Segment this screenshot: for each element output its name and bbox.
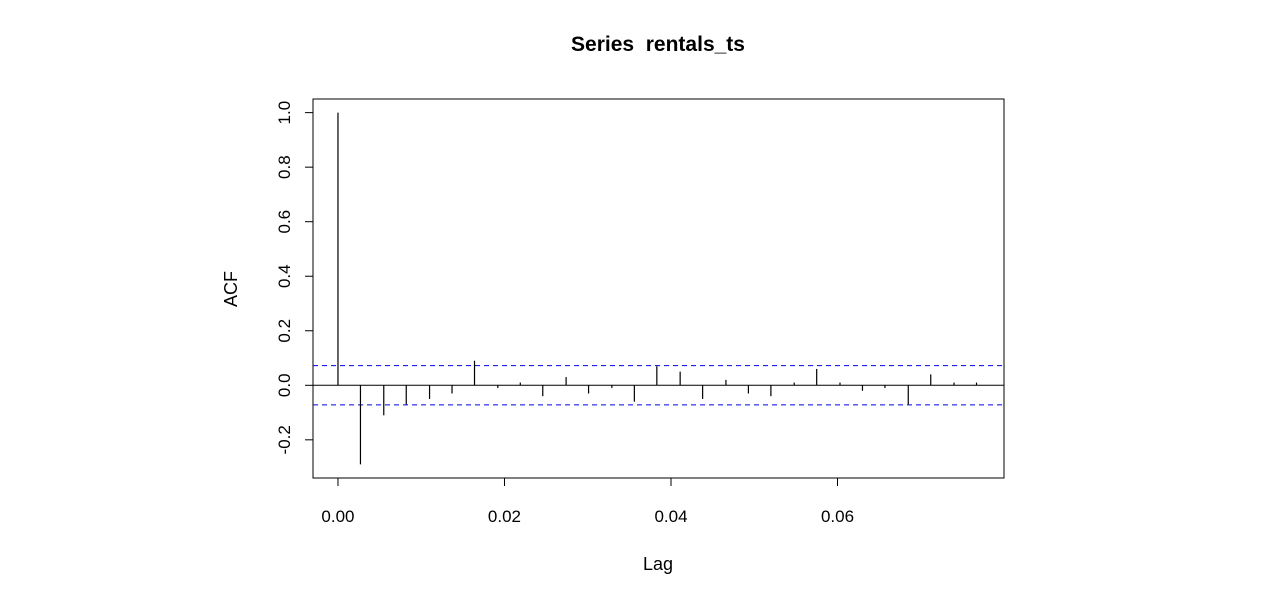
y-axis: -0.2 0.0 0.2 0.4 0.6 0.8 1.0 — [275, 101, 314, 454]
confidence-bounds — [313, 365, 1004, 406]
y-tick-label: 0.6 — [275, 210, 294, 234]
x-tick-label: 0.02 — [488, 507, 521, 526]
plot-area: 0.00 0.02 0.04 0.06 -0.2 0.0 0.2 0.4 0.6 0.8 1.0 — [275, 98, 1005, 526]
x-axis-label: Lag — [643, 554, 673, 574]
y-axis-label: ACF — [221, 271, 241, 307]
y-tick-label: 1.0 — [275, 101, 294, 125]
y-tick-label: 0.2 — [275, 319, 294, 343]
x-tick-label: 0.06 — [821, 507, 854, 526]
y-tick-label: 0.8 — [275, 155, 294, 179]
y-tick-label: 0.4 — [275, 264, 294, 288]
y-tick-label: -0.2 — [275, 425, 294, 454]
plot-frame — [312, 98, 1005, 479]
chart-title: Series rentals_ts — [571, 33, 745, 56]
y-tick-label: 0.0 — [275, 373, 294, 397]
x-axis: 0.00 0.02 0.04 0.06 — [321, 477, 854, 526]
x-tick-label: 0.00 — [321, 507, 354, 526]
x-tick-label: 0.04 — [654, 507, 687, 526]
acf-bars — [337, 112, 978, 465]
